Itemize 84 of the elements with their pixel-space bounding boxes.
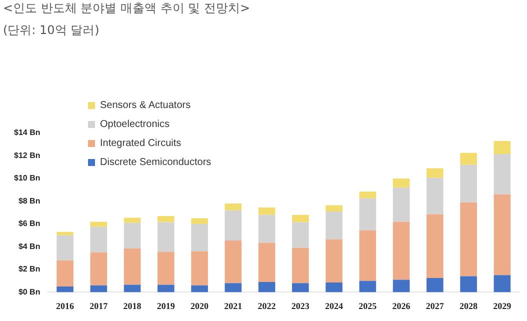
bar [326, 205, 342, 212]
bar [56, 286, 74, 292]
bar [56, 260, 74, 287]
legend-label: Integrated Circuits [99, 137, 182, 151]
bar [224, 283, 242, 292]
bar [494, 154, 511, 194]
legend-label: Discrete Semiconductors [99, 156, 212, 170]
x-tick-label: 2029 [493, 300, 512, 311]
x-tick-label: 2018 [123, 300, 142, 311]
bar [158, 252, 174, 285]
x-tick-label: 2020 [190, 300, 210, 311]
bar [56, 232, 74, 236]
x-tick-label: 2021 [224, 300, 243, 311]
bar [124, 222, 141, 248]
bar [494, 275, 511, 292]
bar [392, 178, 410, 188]
bar [124, 284, 141, 292]
bar [426, 168, 444, 178]
chart-subtitle: (단위: 10억 달러) [3, 22, 100, 39]
bar [258, 242, 276, 282]
bar [191, 218, 208, 224]
x-tick-label: 2019 [156, 300, 176, 311]
bar [90, 285, 108, 292]
x-tick-label: 2024 [325, 300, 344, 311]
bar [494, 194, 511, 276]
legend-label: Optoelectronics [99, 118, 170, 132]
bar [359, 280, 376, 292]
y-tick-label: $4 Bn [18, 242, 40, 251]
bar [90, 222, 108, 227]
bar [326, 282, 342, 292]
x-tick-label: 2016 [56, 300, 75, 311]
bar [359, 198, 376, 230]
x-tick-label: 2027 [426, 300, 444, 311]
bar [90, 252, 108, 286]
y-tick-label: $14 Bn [14, 128, 40, 138]
bar [359, 192, 376, 198]
y-tick-label: $12 Bn [14, 150, 40, 160]
x-tick-label: 2023 [291, 300, 310, 311]
bar [460, 152, 477, 165]
bar [191, 285, 208, 292]
x-tick-label: 2025 [358, 300, 378, 311]
y-tick-label: $0 Bn [18, 287, 40, 296]
legend-label: Sensors & Actuators [99, 99, 192, 113]
bar [56, 235, 74, 260]
bar [460, 164, 477, 202]
bar [224, 204, 242, 210]
bar [460, 202, 477, 276]
bar [224, 240, 242, 284]
y-tick-label: $6 Bn [18, 219, 40, 228]
bar [326, 239, 342, 283]
bar [392, 188, 410, 222]
x-tick-label: 2022 [258, 300, 276, 311]
bar [426, 278, 444, 292]
bar [191, 224, 208, 252]
y-tick-label: $2 Bn [18, 264, 40, 274]
bar [258, 207, 276, 215]
bar [158, 284, 174, 292]
chart-title: <인도 반도체 분야별 매출액 추이 및 전망치> [3, 0, 250, 17]
bar [158, 216, 174, 222]
bar [426, 178, 444, 214]
bar [359, 230, 376, 281]
bar [292, 248, 309, 284]
x-tick-label: 2017 [90, 300, 108, 311]
bar [392, 280, 410, 292]
bar [258, 214, 276, 243]
x-tick-label: 2028 [460, 300, 478, 311]
x-tick-label: 2026 [392, 300, 411, 311]
bar [124, 218, 141, 223]
bar [224, 210, 242, 240]
bar [158, 222, 174, 252]
y-tick-label: $8 Bn [18, 196, 40, 206]
bar [90, 226, 108, 252]
bar [494, 140, 511, 154]
bar [460, 276, 477, 292]
bar [426, 214, 444, 278]
bar [326, 211, 342, 240]
bar [124, 248, 141, 285]
y-tick-label: $10 Bn [14, 174, 40, 183]
bar [292, 214, 309, 222]
bar [392, 222, 410, 280]
bar [292, 283, 309, 292]
bar [292, 222, 309, 248]
bar [191, 251, 208, 286]
bar [258, 282, 276, 292]
